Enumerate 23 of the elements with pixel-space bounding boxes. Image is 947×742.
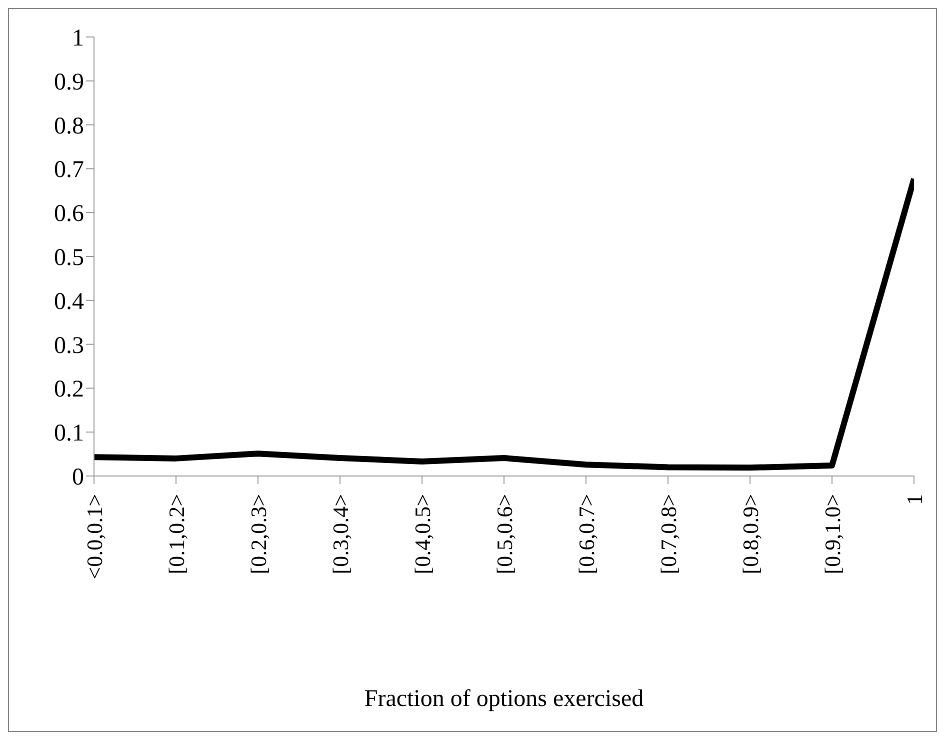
y-tick-label: 0.7 — [54, 157, 84, 184]
y-tick-label: 0.3 — [54, 332, 84, 359]
x-axis-title: Fraction of options exercised — [364, 686, 644, 712]
y-tick-label: 0.5 — [54, 245, 84, 272]
x-tick-label: [0.6,0.7> — [574, 494, 599, 574]
x-tick-label: [0.9,1.0> — [820, 494, 845, 574]
y-tick-label: 0.8 — [54, 113, 84, 140]
y-tick-label: 0.6 — [54, 201, 84, 228]
y-tick-label: 0.2 — [54, 376, 84, 403]
x-tick-label: [0.1,0.2> — [164, 494, 189, 574]
y-tick-label: 0.9 — [54, 69, 84, 96]
x-tick-label: <0.0,0.1> — [82, 494, 107, 580]
y-tick-label: 0 — [72, 464, 84, 491]
x-tick-label: [0.5,0.6> — [492, 494, 517, 574]
x-tick-label: [0.2,0.3> — [246, 494, 271, 574]
x-tick-label: [0.8,0.9> — [738, 494, 763, 574]
x-tick-label: 1 — [902, 494, 927, 505]
y-tick-label: 1 — [72, 26, 84, 52]
y-tick-label: 0.1 — [54, 420, 84, 447]
x-tick-label: [0.3,0.4> — [328, 494, 353, 574]
x-tick-label: [0.4,0.5> — [410, 494, 435, 574]
y-tick-label: 0.4 — [54, 288, 84, 315]
x-tick-label: [0.7,0.8> — [656, 494, 681, 574]
